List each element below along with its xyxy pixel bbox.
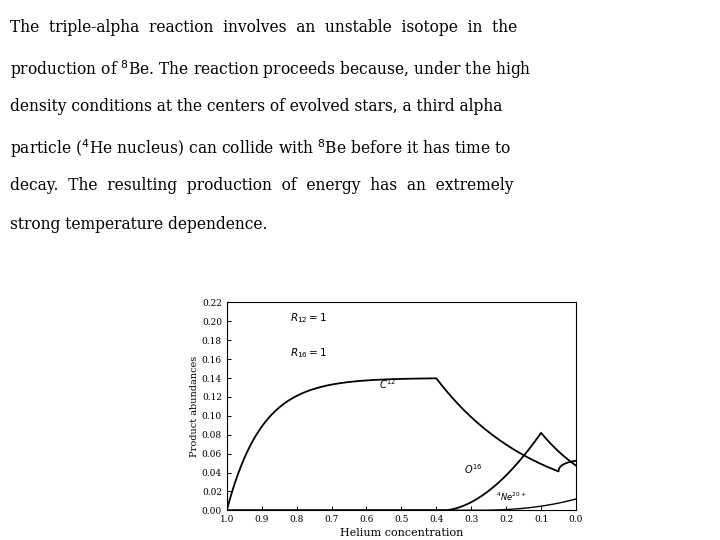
Text: $C^{12}$: $C^{12}$ (379, 377, 396, 392)
Text: density conditions at the centers of evolved stars, a third alpha: density conditions at the centers of evo… (10, 98, 503, 114)
Y-axis label: Product abundances: Product abundances (190, 356, 199, 457)
Text: production of $^{8}$Be. The reaction proceeds because, under the high: production of $^{8}$Be. The reaction pro… (10, 58, 531, 81)
Text: $^{4}Ne^{20+}$: $^{4}Ne^{20+}$ (495, 490, 526, 503)
X-axis label: Helium concentration: Helium concentration (340, 528, 463, 538)
Text: $R_{16} = 1$: $R_{16} = 1$ (289, 346, 327, 360)
Text: particle ($^{4}$He nucleus) can collide with $^{8}$Be before it has time to: particle ($^{4}$He nucleus) can collide … (10, 137, 511, 160)
Text: decay.  The  resulting  production  of  energy  has  an  extremely: decay. The resulting production of energ… (10, 177, 513, 193)
Text: strong temperature dependence.: strong temperature dependence. (10, 216, 268, 233)
Text: The  triple-alpha  reaction  involves  an  unstable  isotope  in  the: The triple-alpha reaction involves an un… (10, 19, 518, 36)
Text: $R_{12} = 1$: $R_{12} = 1$ (289, 311, 327, 325)
Text: $O^{16}$: $O^{16}$ (464, 463, 483, 476)
